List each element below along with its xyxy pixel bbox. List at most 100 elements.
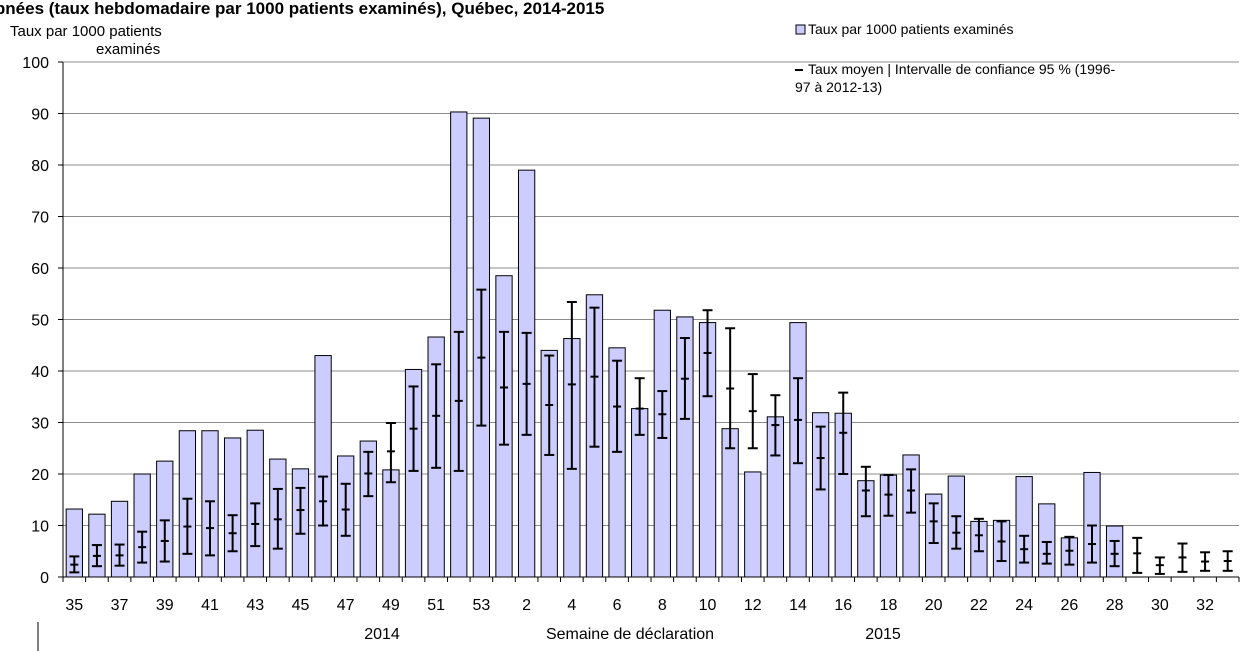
- ci-marker: [408, 385, 419, 472]
- ci-marker: [702, 309, 713, 398]
- ci-marker: [250, 502, 261, 548]
- ci-marker: [589, 306, 600, 448]
- bar: [382, 469, 400, 578]
- x-tick-label: 51: [427, 597, 445, 614]
- ci-marker: [566, 300, 577, 470]
- x-tick-label: 37: [111, 597, 129, 614]
- ci-marker: [612, 359, 623, 453]
- x-tick-label: 10: [699, 597, 717, 614]
- ci-marker: [431, 363, 442, 469]
- x-tick-label: 30: [1151, 597, 1169, 614]
- x-tick-label: 26: [1060, 597, 1078, 614]
- y-tick-label: 80: [31, 158, 49, 175]
- y-tick-label: 70: [31, 210, 49, 227]
- year-label-2014: 2014: [364, 626, 400, 643]
- legend: Taux par 1000 patients examinés Taux moy…: [795, 21, 1115, 95]
- ci-marker: [906, 468, 917, 514]
- ci-marker: [318, 475, 329, 527]
- ci-marker: [205, 500, 215, 557]
- legend-bar-label: Taux par 1000 patients examinés: [808, 21, 1013, 37]
- y-tick-label: 40: [31, 364, 49, 381]
- ci-marker: [1041, 540, 1052, 565]
- ci-marker: [159, 519, 170, 563]
- ci-marker: [815, 425, 826, 491]
- x-tick-label: 18: [880, 597, 898, 614]
- ci-marker: [951, 515, 962, 550]
- ci-marker: [453, 330, 464, 472]
- x-tick-label: 47: [337, 597, 355, 614]
- ci-marker: [860, 465, 871, 518]
- ci-marker: [679, 337, 690, 420]
- ci-marker: [1222, 550, 1233, 572]
- ci-marker: [1177, 542, 1188, 573]
- ci-marker: [1064, 535, 1075, 566]
- x-tick-label: 14: [789, 597, 807, 614]
- bar: [653, 309, 671, 578]
- ci-marker: [272, 487, 283, 550]
- y-axis-ticks: 0 10 20 30 40 50 60 70 80 90 100: [22, 55, 63, 587]
- ci-marker: [1154, 556, 1165, 575]
- ci-marker: [476, 288, 487, 427]
- ci-marker: [1087, 524, 1097, 564]
- ci-marker: [91, 544, 102, 568]
- ci-marker: [883, 474, 894, 517]
- y-tick-label: 10: [31, 519, 49, 536]
- x-tick-label: 49: [382, 597, 400, 614]
- ci-marker: [657, 390, 668, 439]
- ci-marker: [1109, 539, 1120, 568]
- ci-marker: [770, 394, 781, 457]
- x-tick-label: 53: [472, 597, 490, 614]
- ci-marker: [137, 530, 148, 564]
- confidence-interval-series: [69, 288, 1233, 575]
- x-tick-label: 41: [201, 597, 219, 614]
- bar: [314, 355, 332, 578]
- x-tick-label: 32: [1196, 597, 1214, 614]
- x-tick-label: 22: [970, 597, 988, 614]
- y-tick-label: 20: [31, 467, 49, 484]
- x-tick-label: 12: [744, 597, 762, 614]
- ci-marker: [544, 354, 555, 456]
- y-tick-label: 50: [31, 313, 49, 330]
- y-axis-label-line2: examinés: [96, 41, 160, 58]
- ci-marker: [521, 331, 532, 436]
- ci-marker: [182, 497, 193, 555]
- year-label-2015: 2015: [865, 626, 901, 643]
- bar: [223, 437, 242, 578]
- ci-marker: [928, 502, 939, 545]
- x-tick-label: 45: [292, 597, 310, 614]
- ci-marker: [747, 373, 758, 450]
- bar: [1038, 503, 1056, 578]
- x-axis-label: Semaine de déclaration: [546, 626, 714, 643]
- ci-marker: [973, 517, 984, 553]
- ci-marker: [1132, 536, 1143, 574]
- x-tick-label: 20: [925, 597, 943, 614]
- y-tick-label: 30: [31, 416, 49, 433]
- x-tick-label: 2: [522, 597, 531, 614]
- y-tick-label: 0: [40, 570, 49, 587]
- x-tick-label: 4: [567, 597, 576, 614]
- ci-marker: [69, 555, 80, 574]
- x-tick-label: 16: [834, 597, 852, 614]
- y-axis-label-line1: Taux par 1000 patients: [10, 23, 162, 40]
- ci-marker: [1200, 551, 1211, 572]
- y-tick-label: 60: [31, 261, 49, 278]
- x-tick-label: 35: [65, 597, 83, 614]
- ci-marker: [725, 327, 736, 450]
- ci-marker: [1019, 534, 1030, 564]
- legend-ci-label-line1: Taux moyen | Intervalle de confiance 95 …: [808, 61, 1115, 77]
- x-tick-label: 24: [1015, 597, 1033, 614]
- bar: [721, 428, 739, 578]
- ci-marker: [114, 543, 125, 567]
- x-axis-ticks: 35 37 39 41 43 45 47 49 51 53 2 4 6 8 10 12 14 16 18 20 22 24…: [62, 577, 1240, 614]
- ci-marker: [385, 422, 396, 484]
- y-tick-label: 90: [31, 107, 49, 124]
- x-tick-label: 43: [246, 597, 264, 614]
- x-tick-label: 39: [156, 597, 174, 614]
- ci-marker: [634, 377, 645, 436]
- ci-marker: [295, 486, 306, 535]
- ci-marker: [838, 391, 849, 475]
- x-tick-label: 6: [613, 597, 622, 614]
- chart-title-fragment: yspnées (taux hebdomadaire par 1000 pati…: [0, 0, 604, 18]
- ci-marker: [793, 377, 803, 465]
